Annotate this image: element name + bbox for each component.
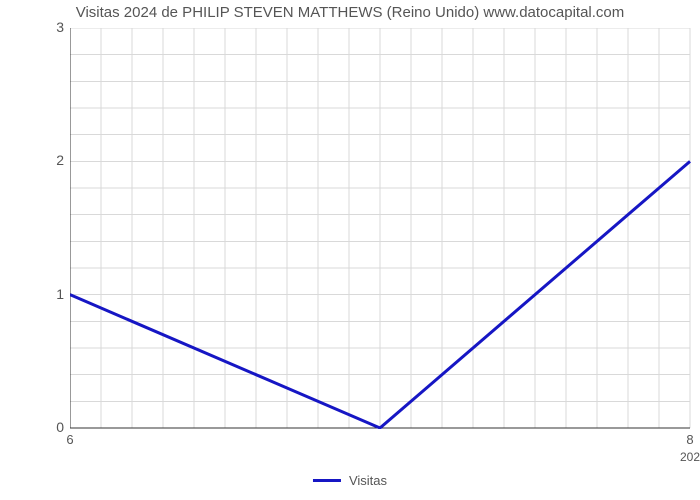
legend: Visitas bbox=[313, 473, 387, 488]
chart-title: Visitas 2024 de PHILIP STEVEN MATTHEWS (… bbox=[0, 4, 700, 21]
chart-plot bbox=[70, 28, 691, 429]
chart-container: Visitas 2024 de PHILIP STEVEN MATTHEWS (… bbox=[0, 0, 700, 500]
y-tick-label: 0 bbox=[40, 419, 64, 435]
y-tick-label: 1 bbox=[40, 286, 64, 302]
x-tick-label: 6 bbox=[66, 432, 73, 447]
legend-swatch bbox=[313, 479, 341, 482]
y-tick-label: 3 bbox=[40, 19, 64, 35]
legend-label: Visitas bbox=[349, 473, 387, 488]
x-tick-label: 8 bbox=[686, 432, 693, 447]
y-tick-label: 2 bbox=[40, 152, 64, 168]
x-sub-label: 202 bbox=[680, 450, 700, 464]
